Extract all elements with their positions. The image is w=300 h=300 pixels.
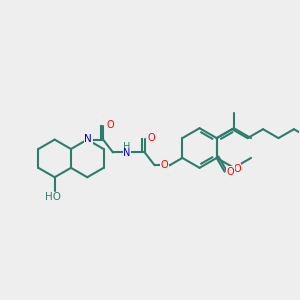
Text: O: O — [106, 120, 114, 130]
Text: O: O — [233, 164, 241, 174]
Text: N: N — [123, 148, 130, 158]
Text: O: O — [161, 160, 168, 170]
Text: N: N — [84, 134, 92, 144]
Text: HO: HO — [45, 192, 61, 202]
Text: H: H — [123, 142, 130, 152]
Text: O: O — [227, 167, 234, 177]
Text: O: O — [148, 133, 155, 142]
